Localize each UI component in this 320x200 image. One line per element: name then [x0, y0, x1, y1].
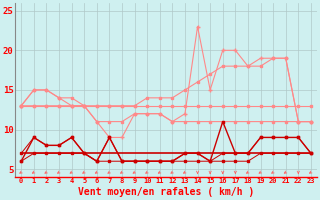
X-axis label: Vent moyen/en rafales ( km/h ): Vent moyen/en rafales ( km/h )	[78, 187, 254, 197]
